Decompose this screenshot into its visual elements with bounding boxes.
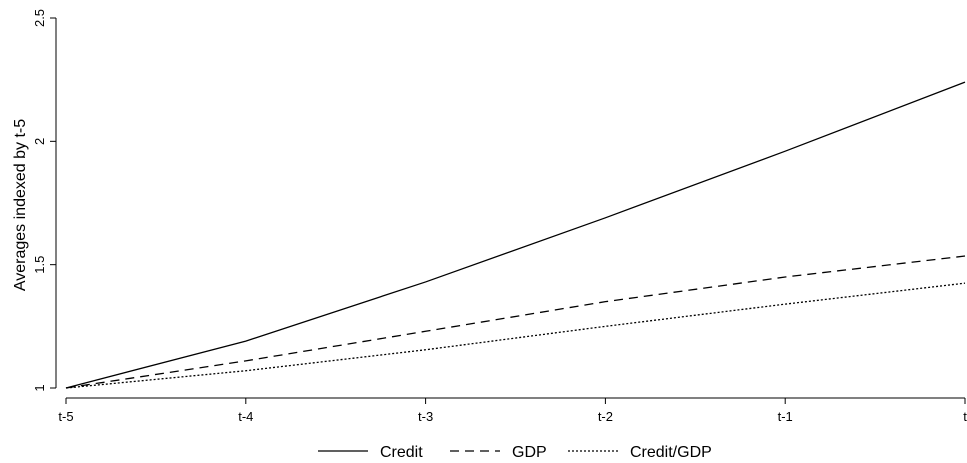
y-axis-title: Averages indexed by t-5 — [12, 119, 29, 291]
legend: Credit GDP Credit/GDP — [318, 444, 712, 461]
x-tick-label: t-1 — [778, 409, 793, 424]
series-line-credit — [65, 81, 966, 389]
y-tick-label: 1 — [32, 384, 47, 391]
series-line-credit-gdp — [65, 282, 966, 389]
legend-label: Credit — [380, 444, 423, 461]
y-tick-label: 2 — [32, 138, 47, 145]
x-ticks: t-5 t-4 t-3 t-2 t-1 t — [58, 398, 967, 424]
series-line-gdp — [65, 255, 966, 389]
x-tick-label: t-2 — [598, 409, 613, 424]
series-lines — [65, 81, 966, 389]
y-ticks: 1 1.5 2 2.5 — [32, 9, 56, 392]
x-tick-label: t — [963, 409, 967, 424]
x-tick-label: t-3 — [418, 409, 433, 424]
y-tick-label: 2.5 — [32, 9, 47, 27]
legend-label: GDP — [512, 444, 547, 461]
axes — [55, 18, 965, 399]
legend-label: Credit/GDP — [630, 444, 712, 461]
x-tick-label: t-5 — [58, 409, 73, 424]
y-tick-label: 1.5 — [32, 256, 47, 274]
x-tick-label: t-4 — [238, 409, 253, 424]
